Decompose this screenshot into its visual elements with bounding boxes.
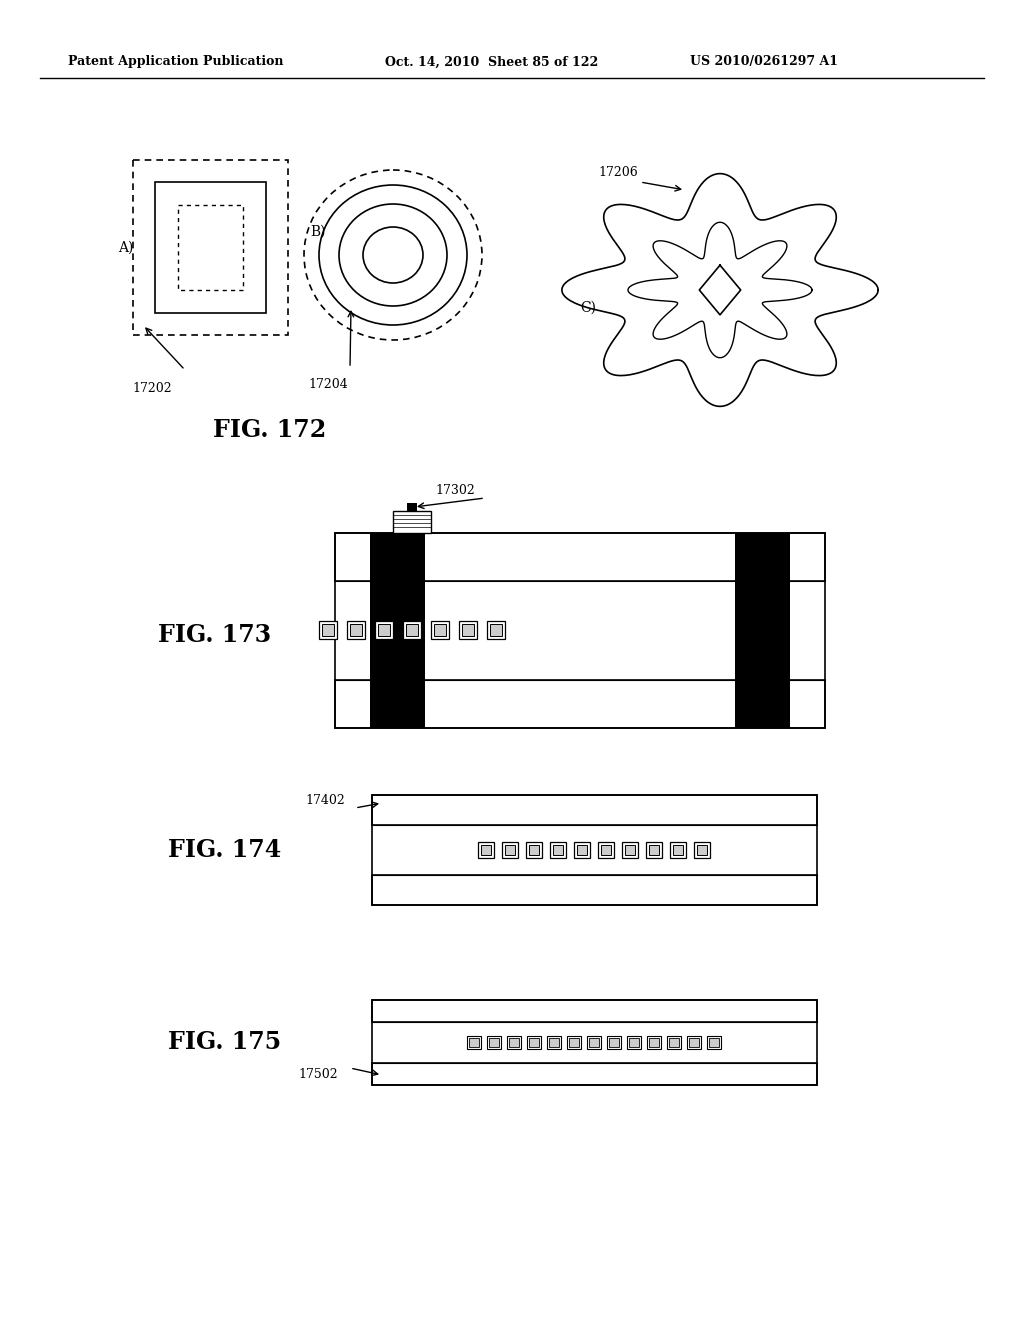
Bar (547, 1036, 561, 1049)
Bar (155, 182, 266, 313)
Text: 17302: 17302 (435, 483, 475, 496)
Bar (350, 624, 362, 636)
Bar (393, 511, 431, 533)
Bar (462, 624, 474, 636)
Bar (529, 845, 539, 855)
Bar (526, 842, 542, 858)
Bar (670, 842, 686, 858)
Bar (372, 1001, 817, 1085)
Bar (707, 1036, 721, 1049)
Bar (629, 1038, 639, 1047)
Bar (709, 1038, 719, 1047)
Bar (601, 845, 611, 855)
Bar (673, 845, 683, 855)
Bar (372, 1063, 817, 1085)
Bar (646, 842, 662, 858)
Bar (372, 795, 817, 825)
Text: US 2010/0261297 A1: US 2010/0261297 A1 (690, 55, 838, 69)
Bar (649, 1038, 659, 1047)
Bar (502, 842, 518, 858)
Text: 17402: 17402 (305, 793, 345, 807)
Text: FIG. 175: FIG. 175 (168, 1030, 282, 1053)
Bar (372, 875, 817, 906)
Text: 17202: 17202 (132, 381, 172, 395)
Bar (589, 1038, 599, 1047)
Bar (609, 1038, 618, 1047)
Bar (335, 533, 825, 729)
Bar (487, 1036, 501, 1049)
Text: FIG. 173: FIG. 173 (159, 623, 271, 647)
Text: 17502: 17502 (298, 1068, 338, 1081)
Bar (469, 1038, 479, 1047)
Bar (335, 680, 825, 729)
Bar (587, 1036, 601, 1049)
Bar (689, 1038, 699, 1047)
Bar (467, 1036, 481, 1049)
Bar (478, 842, 494, 858)
Bar (403, 620, 421, 639)
Bar (481, 845, 490, 855)
Bar (372, 1001, 817, 1022)
Bar (509, 1038, 519, 1047)
Text: A): A) (118, 242, 133, 255)
Bar (434, 624, 446, 636)
Bar (322, 624, 334, 636)
Text: B): B) (310, 224, 326, 239)
Bar (553, 845, 563, 855)
Bar (178, 205, 243, 290)
Text: FIG. 172: FIG. 172 (213, 418, 327, 442)
Bar (487, 620, 505, 639)
Text: Patent Application Publication: Patent Application Publication (68, 55, 284, 69)
Bar (669, 1038, 679, 1047)
Bar (694, 842, 710, 858)
Bar (431, 620, 449, 639)
Bar (667, 1036, 681, 1049)
Bar (319, 620, 337, 639)
Bar (375, 620, 393, 639)
Bar (735, 533, 790, 729)
Bar (505, 845, 515, 855)
Bar (406, 624, 418, 636)
Bar (133, 160, 288, 335)
Bar (378, 624, 390, 636)
Bar (627, 1036, 641, 1049)
Bar (574, 842, 590, 858)
Bar (697, 845, 707, 855)
Bar (687, 1036, 701, 1049)
Bar (569, 1038, 579, 1047)
Bar (372, 795, 817, 906)
Bar (625, 845, 635, 855)
Text: Oct. 14, 2010  Sheet 85 of 122: Oct. 14, 2010 Sheet 85 of 122 (385, 55, 598, 69)
Bar (490, 624, 502, 636)
Bar (577, 845, 587, 855)
Bar (622, 842, 638, 858)
Bar (550, 842, 566, 858)
Bar (335, 533, 825, 581)
Bar (507, 1036, 521, 1049)
Text: 17204: 17204 (308, 378, 348, 391)
Bar (529, 1038, 539, 1047)
Text: 17206: 17206 (598, 165, 638, 178)
Bar (527, 1036, 541, 1049)
Bar (607, 1036, 621, 1049)
Bar (407, 503, 417, 511)
Bar (459, 620, 477, 639)
Bar (549, 1038, 559, 1047)
Text: FIG. 174: FIG. 174 (168, 838, 282, 862)
Text: C): C) (580, 301, 596, 315)
Bar (489, 1038, 499, 1047)
Bar (347, 620, 365, 639)
Bar (598, 842, 614, 858)
Bar (567, 1036, 581, 1049)
Bar (647, 1036, 662, 1049)
Bar (370, 533, 425, 729)
Bar (649, 845, 659, 855)
